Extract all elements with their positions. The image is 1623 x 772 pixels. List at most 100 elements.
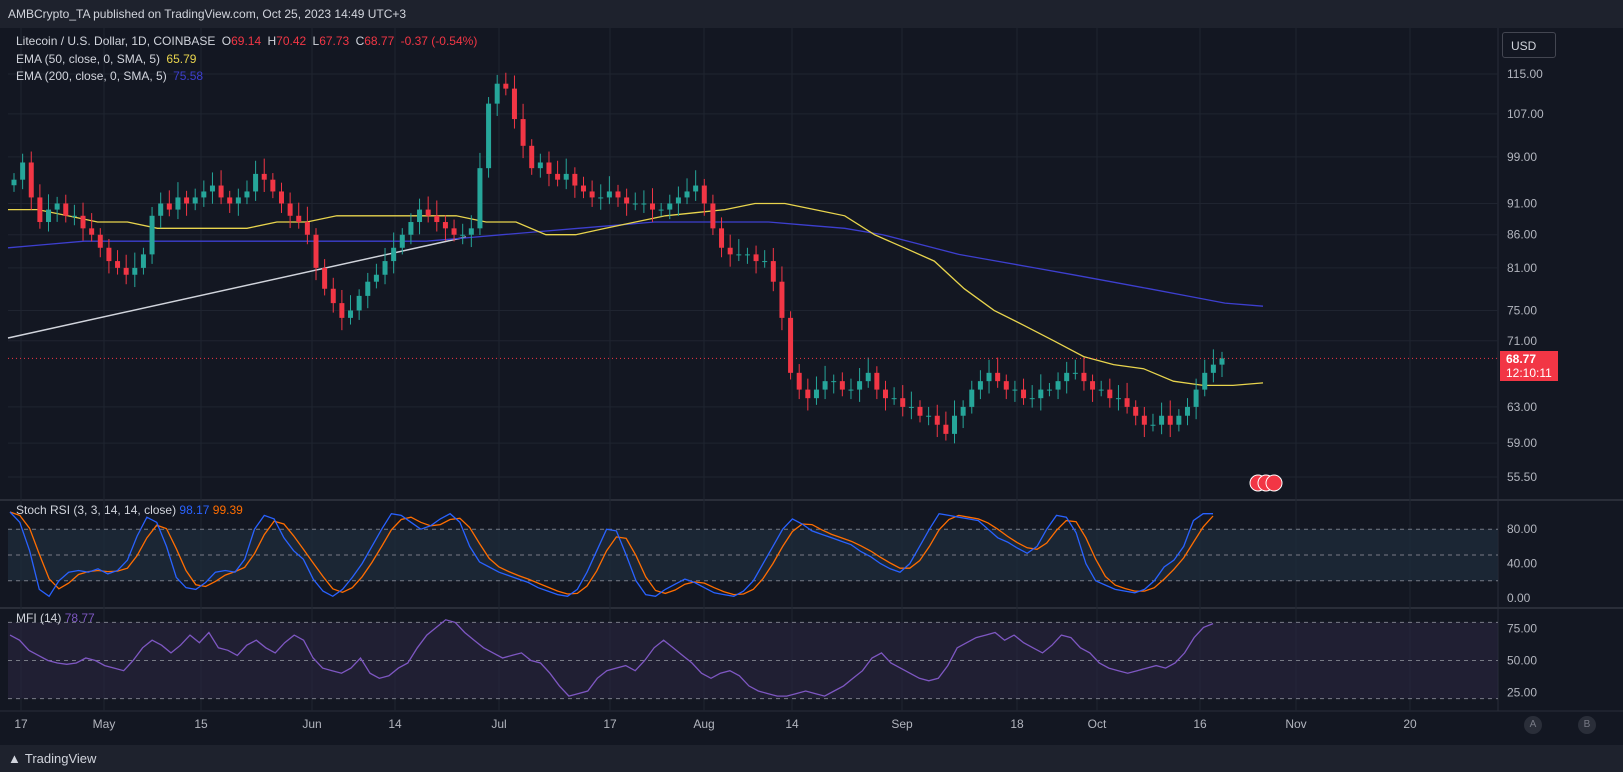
candle (1202, 372, 1208, 390)
candle (132, 267, 138, 275)
ema200-legend[interactable]: EMA (200, close, 0, SMA, 5) 75.58 (16, 69, 206, 83)
mfi-tick-label: 25.00 (1507, 685, 1537, 699)
time-tick-label: 16 (1193, 717, 1207, 731)
candle (779, 281, 785, 318)
candle (63, 203, 69, 216)
low-value: 67.73 (319, 34, 350, 48)
candle (417, 209, 423, 223)
log-scale-button[interactable]: B (1578, 716, 1596, 734)
candle (89, 228, 95, 235)
candle (891, 398, 897, 400)
candle (28, 162, 34, 198)
candle (520, 119, 526, 146)
candle (1219, 358, 1225, 365)
candle (675, 197, 681, 204)
candle (270, 179, 276, 192)
candle (727, 247, 733, 255)
candle (900, 398, 906, 407)
candle (1064, 372, 1070, 382)
candle (1003, 381, 1009, 390)
ema50-label: EMA (50, close, 0, SMA, 5) (16, 52, 161, 66)
stoch-rsi-legend[interactable]: Stoch RSI (3, 3, 14, 14, close) 98.17 99… (16, 503, 243, 517)
candle (1193, 389, 1199, 407)
candle (201, 191, 207, 198)
candle (546, 162, 552, 174)
candle (140, 254, 146, 268)
event-flag-icon (1265, 474, 1283, 492)
candle (934, 415, 940, 425)
candle (175, 197, 181, 210)
candle (1021, 389, 1027, 399)
time-tick-label: May (93, 717, 116, 731)
time-tick-label: Aug (693, 717, 714, 731)
candle (149, 215, 155, 255)
candle (624, 197, 630, 204)
candle (632, 203, 638, 205)
candle (166, 203, 172, 210)
candle (865, 372, 871, 382)
candle (115, 261, 121, 268)
candle (693, 185, 699, 192)
candle (917, 406, 923, 416)
candle (658, 209, 664, 211)
candle (54, 203, 60, 210)
candle (348, 310, 354, 318)
candle (356, 295, 362, 311)
symbol-title[interactable]: Litecoin / U.S. Dollar, 1D, COINBASE (16, 34, 216, 48)
tv-logo-icon: ▲ (8, 751, 21, 766)
candle (822, 381, 828, 390)
time-tick-label: Jun (302, 717, 321, 731)
candle (753, 254, 759, 262)
candle (908, 406, 914, 408)
ema50-legend[interactable]: EMA (50, close, 0, SMA, 5) 65.79 (16, 52, 199, 66)
candle (486, 103, 492, 169)
candle (1210, 364, 1216, 373)
time-tick-label: 15 (194, 717, 208, 731)
time-tick-label: Nov (1285, 717, 1306, 731)
ema200-line (7, 221, 1264, 307)
candle (719, 228, 725, 248)
currency-button[interactable]: USD (1502, 32, 1556, 58)
mfi-label: MFI (14) (16, 611, 62, 625)
auto-scale-button[interactable]: A (1524, 716, 1542, 734)
publisher-text: AMBCrypto_TA published on TradingView.co… (8, 7, 407, 21)
candle (106, 247, 112, 262)
candle (97, 234, 103, 248)
candle (1081, 372, 1087, 382)
ema200-label: EMA (200, close, 0, SMA, 5) (16, 69, 167, 83)
tradingview-logo[interactable]: ▲ TradingView (8, 751, 96, 766)
footer-bar: ▲ TradingView (0, 745, 1623, 772)
mfi-line (9, 619, 1214, 697)
candle (1133, 406, 1139, 416)
price-tick-label: 75.00 (1507, 303, 1537, 317)
mfi-value: 78.77 (64, 611, 95, 625)
candle (969, 389, 975, 407)
candle (1038, 389, 1044, 399)
candle (874, 372, 880, 390)
candle (184, 197, 190, 204)
candle (1115, 398, 1121, 400)
candle (71, 215, 77, 217)
open-label: O (221, 34, 232, 48)
candle (572, 173, 578, 186)
publish-header: AMBCrypto_TA published on TradingView.co… (0, 0, 1623, 28)
candle (425, 209, 431, 216)
mfi-legend[interactable]: MFI (14) 78.77 (16, 611, 95, 625)
time-tick-label: 20 (1403, 717, 1417, 731)
candle (831, 381, 837, 383)
candle (1159, 415, 1165, 425)
candle (813, 389, 819, 399)
candle (952, 415, 958, 434)
candle (339, 303, 345, 318)
candle (744, 254, 750, 256)
candle (926, 415, 932, 417)
price-tick-label: 91.00 (1507, 196, 1537, 210)
candle (494, 83, 500, 104)
candle (434, 215, 440, 223)
candle (20, 162, 26, 180)
bar-countdown: 12:10:11 (1506, 366, 1552, 380)
candle (408, 222, 414, 235)
ema50-value: 65.79 (166, 52, 197, 66)
candle (1072, 372, 1078, 374)
